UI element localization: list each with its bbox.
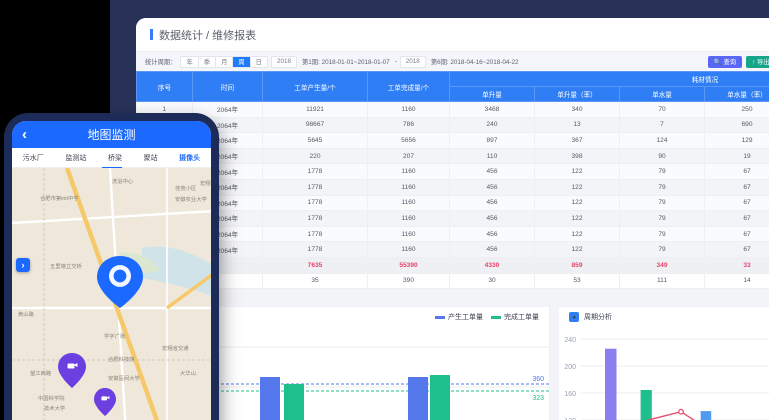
svg-text:佳苑小区: 佳苑小区: [175, 184, 197, 192]
svg-text:大华山: 大华山: [180, 369, 196, 377]
svg-text:合肥科技馆: 合肥科技馆: [108, 355, 135, 363]
svg-text:五里墩立交桥: 五里墩立交桥: [50, 262, 82, 270]
svg-text:安徽农业大学: 安徽农业大学: [175, 195, 207, 203]
svg-text:技术大学: 技术大学: [44, 404, 65, 412]
svg-text:望江西路: 望江西路: [30, 369, 52, 377]
svg-text:黄山路: 黄山路: [18, 310, 35, 318]
svg-text:宏翔省交通: 宏翔省交通: [162, 344, 189, 352]
svg-text:323: 323: [532, 395, 544, 402]
svg-text:200: 200: [564, 364, 576, 371]
svg-text:宏翔省博物馆: 宏翔省博物馆: [200, 179, 211, 187]
svg-text:中国科学院: 中国科学院: [38, 394, 65, 402]
svg-text:240: 240: [564, 337, 576, 344]
svg-text:360: 360: [532, 376, 544, 383]
svg-text:洗浴中心: 洗浴中心: [112, 177, 134, 185]
svg-text:安徽區间大学: 安徽區间大学: [108, 374, 140, 382]
svg-text:160: 160: [564, 391, 576, 398]
svg-text:合肥市第init中学: 合肥市第init中学: [40, 194, 79, 202]
svg-text:学字广场: 学字广场: [104, 332, 125, 340]
